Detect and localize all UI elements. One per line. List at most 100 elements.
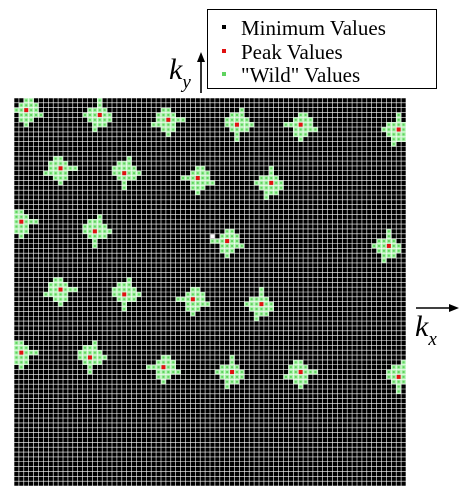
wild-value-point <box>59 162 62 165</box>
wild-value-point <box>177 118 180 121</box>
wild-value-point <box>15 215 18 218</box>
wild-value-point <box>392 128 395 131</box>
peak-value-point <box>122 292 127 297</box>
wild-value-point <box>387 254 390 257</box>
wild-value-point <box>387 240 390 243</box>
wild-value-point <box>397 366 400 369</box>
legend-entry-wild: "Wild" Values <box>208 64 436 86</box>
peak-value-point <box>97 112 102 117</box>
kx-axis-label: kx <box>415 310 437 351</box>
wild-value-point <box>299 128 302 131</box>
peak-value-point <box>19 219 24 224</box>
wild-value-point <box>309 371 312 374</box>
wild-value-point <box>201 293 204 296</box>
wild-value-point <box>255 317 258 320</box>
wild-value-point <box>118 283 121 286</box>
wild-value-point <box>30 113 33 116</box>
legend-box: Minimum Values Peak Values "Wild" Values <box>207 9 437 89</box>
wild-value-point <box>304 123 307 126</box>
wild-value-point <box>235 235 238 238</box>
wild-value-point <box>231 366 234 369</box>
wild-value-point <box>133 167 136 170</box>
ky-axis-label: ky <box>169 53 191 94</box>
wild-value-point <box>15 341 18 344</box>
wild-value-point <box>191 181 194 184</box>
wild-value-point <box>206 181 209 184</box>
wild-value-point <box>392 133 395 136</box>
wild-value-point <box>265 307 268 310</box>
wild-value-point <box>54 177 57 180</box>
wild-value-point <box>397 380 400 383</box>
wild-value-point <box>240 113 243 116</box>
wild-value-point <box>206 172 209 175</box>
wild-value-point <box>98 123 101 126</box>
wild-value-point <box>157 375 160 378</box>
wild-value-point <box>54 278 57 281</box>
wild-value-point <box>64 293 67 296</box>
wild-value-point <box>49 167 52 170</box>
wild-value-point <box>201 167 204 170</box>
wild-value-point <box>79 351 82 354</box>
wild-value-point <box>402 375 405 378</box>
wild-value-point <box>35 109 38 112</box>
wild-value-point <box>304 118 307 121</box>
wild-value-point <box>147 366 150 369</box>
wild-value-point <box>392 138 395 141</box>
wild-value-point <box>157 118 160 121</box>
wild-value-point <box>397 113 400 116</box>
wild-value-point <box>167 123 170 126</box>
wild-value-point <box>235 128 238 131</box>
wild-value-point <box>382 244 385 247</box>
wild-value-point <box>157 113 160 116</box>
wild-value-point <box>35 351 38 354</box>
wild-value-point <box>20 104 23 107</box>
wild-value-point <box>118 177 121 180</box>
wild-value-point <box>30 104 33 107</box>
wild-value-point <box>167 366 170 369</box>
wild-value-point <box>226 380 229 383</box>
wild-value-point <box>39 113 42 116</box>
wild-value-point <box>226 230 229 233</box>
wild-value-point <box>240 128 243 131</box>
wild-value-point <box>88 109 91 112</box>
wild-value-point <box>265 191 268 194</box>
wild-value-point <box>88 346 91 349</box>
wild-value-point <box>118 167 121 170</box>
wild-value-point <box>25 123 28 126</box>
wild-value-point <box>392 366 395 369</box>
wild-value-point <box>113 288 116 291</box>
wild-value-point <box>402 371 405 374</box>
wild-value-point <box>123 288 126 291</box>
wild-value-point <box>255 307 258 310</box>
wild-value-point <box>167 356 170 359</box>
wild-value-point <box>255 298 258 301</box>
peak-value-point <box>396 127 401 132</box>
wild-value-point <box>133 293 136 296</box>
wild-value-point <box>167 375 170 378</box>
wild-value-point <box>123 283 126 286</box>
wild-value-point <box>392 380 395 383</box>
wild-value-point <box>128 177 131 180</box>
wild-value-point <box>172 128 175 131</box>
wild-value-point <box>231 356 234 359</box>
wild-value-point <box>20 356 23 359</box>
wild-value-point <box>382 128 385 131</box>
wild-value-point <box>245 123 248 126</box>
wild-value-point <box>314 371 317 374</box>
wild-value-point <box>294 133 297 136</box>
wild-value-point <box>387 249 390 252</box>
grid-lines <box>14 98 406 486</box>
wild-value-point <box>294 118 297 121</box>
wild-value-point <box>294 128 297 131</box>
legend-entry-peak: Peak Values <box>208 41 436 63</box>
wild-value-point <box>265 196 268 199</box>
wild-value-point <box>59 283 62 286</box>
wild-value-point <box>103 113 106 116</box>
wild-value-point <box>128 293 131 296</box>
wild-value-point <box>186 298 189 301</box>
wild-value-point <box>240 123 243 126</box>
wild-value-point <box>59 298 62 301</box>
wild-value-point <box>35 220 38 223</box>
wild-value-point <box>93 346 96 349</box>
wild-value-point <box>49 283 52 286</box>
